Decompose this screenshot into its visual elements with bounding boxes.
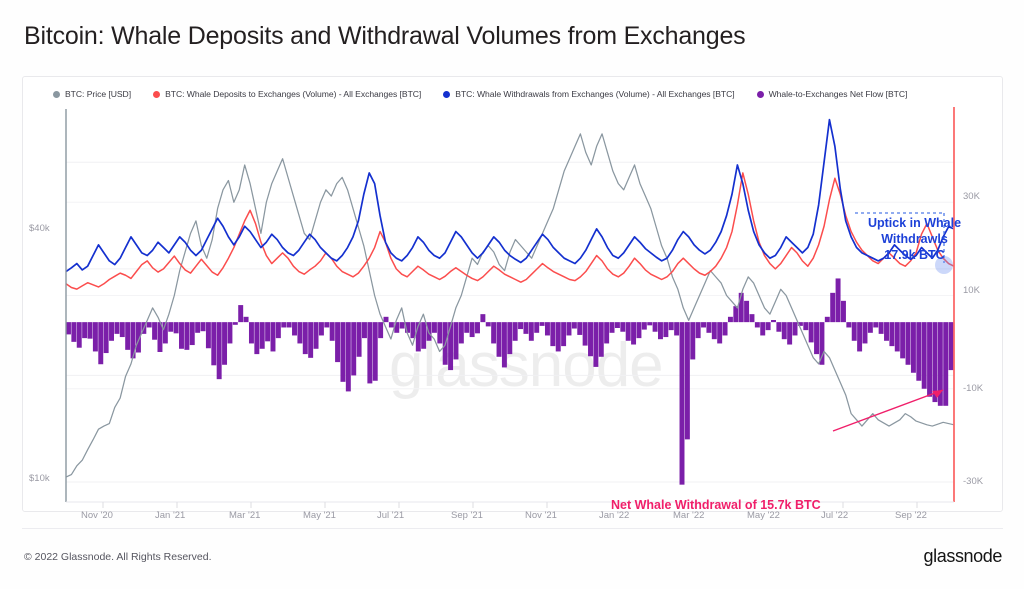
x-axis-tick-7: Jan '22 xyxy=(599,510,630,521)
x-axis-tick-6: Nov '21 xyxy=(525,510,557,521)
chart-card: BTC: Price [USD] BTC: Whale Deposits to E… xyxy=(22,76,1004,521)
x-axis-tick-0: Nov '20 xyxy=(81,510,113,521)
x-axis-tick-4: Jul '21 xyxy=(377,510,405,521)
y-axis-left-tick-1: $10k xyxy=(29,473,50,484)
x-axis-tick-9: May '22 xyxy=(747,510,780,521)
x-axis-tick-10: Jul '22 xyxy=(821,510,849,521)
y-axis-right-tick-3: -30K xyxy=(963,476,984,487)
annotation-blue-line1: Uptick in Whale xyxy=(867,216,962,230)
page-title: Bitcoin: Whale Deposits and Withdrawal V… xyxy=(24,22,746,50)
x-axis-tick-8: Mar '22 xyxy=(673,510,705,521)
legend-dot-price xyxy=(53,90,60,98)
y-axis-right-tick-2: -10K xyxy=(963,383,984,394)
legend-label-2: BTC: Whale Withdrawals from Exchanges (V… xyxy=(455,89,735,99)
series-deposits-line xyxy=(65,172,955,290)
legend-dot-netflow xyxy=(756,90,764,98)
annotation-blue-leader xyxy=(855,212,953,274)
legend-label-1: BTC: Whale Deposits to Exchanges (Volume… xyxy=(165,89,422,99)
footer-divider xyxy=(22,528,1003,529)
legend-item-1[interactable]: BTC: Whale Deposits to Exchanges (Volume… xyxy=(153,89,421,99)
series-price-line xyxy=(65,133,955,478)
plot-area: glassnode Uptick in Whale Withdrawls 17.… xyxy=(23,77,1004,513)
legend-dot-withdrawals xyxy=(443,90,451,98)
annotation-blue-line3: 17.9k BTC xyxy=(884,248,945,262)
y-axis-left-tick-0: $40k xyxy=(29,223,50,234)
copyright-text: © 2022 Glassnode. All Rights Reserved. xyxy=(24,551,212,563)
netflow-bars xyxy=(66,278,954,485)
legend-label-3: Whale-to-Exchanges Net Flow [BTC] xyxy=(768,89,908,99)
annotation-blue-line2: Withdrawls xyxy=(881,232,948,246)
annotation-pink-arrow xyxy=(832,389,944,432)
annotation-whale-withdrawals: Uptick in Whale Withdrawls 17.9k BTC xyxy=(852,215,977,263)
y-axis-right-tick-1: 10K xyxy=(963,285,980,296)
chart-svg xyxy=(65,107,955,508)
chart-legend: BTC: Price [USD] BTC: Whale Deposits to E… xyxy=(23,85,1004,103)
y-axis-right-tick-0: 30K xyxy=(963,191,980,202)
x-axis-tick-5: Sep '21 xyxy=(451,510,483,521)
brand-logo: glassnode xyxy=(923,546,1003,566)
legend-item-0[interactable]: BTC: Price [USD] xyxy=(53,89,131,99)
x-axis-tick-1: Jan '21 xyxy=(155,510,186,521)
x-axis-tick-3: May '21 xyxy=(303,510,336,521)
legend-item-2[interactable]: BTC: Whale Withdrawals from Exchanges (V… xyxy=(443,89,735,99)
series-withdrawals-line xyxy=(65,118,955,273)
legend-item-3[interactable]: Whale-to-Exchanges Net Flow [BTC] xyxy=(756,89,908,99)
legend-label-0: BTC: Price [USD] xyxy=(65,89,132,99)
legend-dot-deposits xyxy=(153,90,161,98)
x-axis-tick-11: Sep '22 xyxy=(895,510,927,521)
x-axis-tick-2: Mar '21 xyxy=(229,510,261,521)
annotation-net-whale-withdrawal: Net Whale Withdrawal of 15.7k BTC xyxy=(611,498,821,512)
